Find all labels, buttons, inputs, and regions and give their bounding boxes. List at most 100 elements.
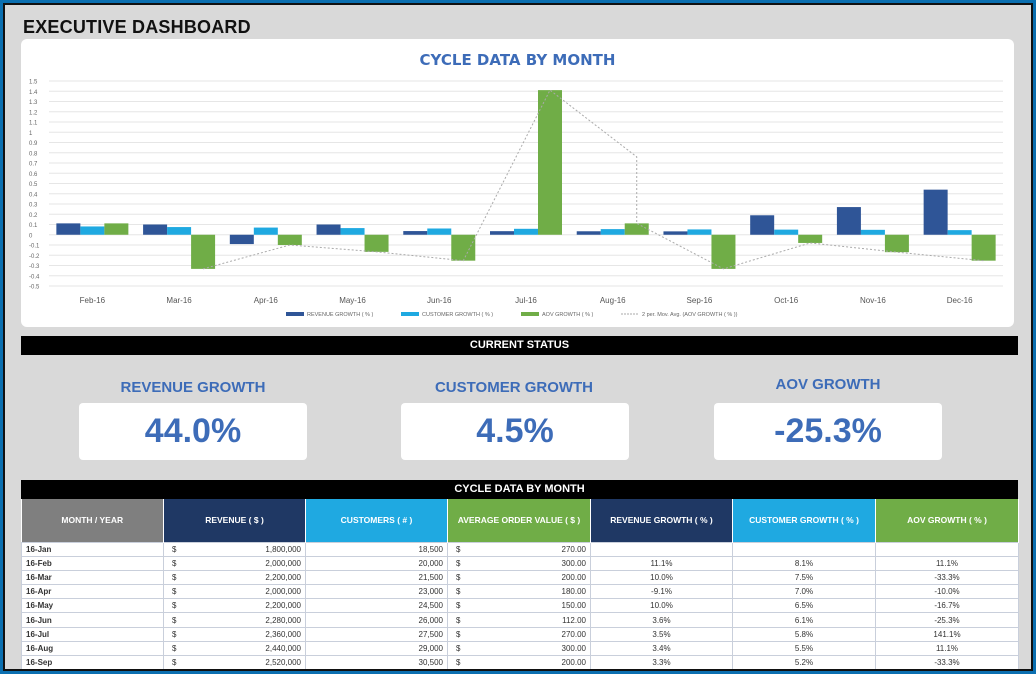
kpi-aov-growth-label: AOV GROWTH	[775, 376, 881, 393]
x-tick-label: Jul-16	[515, 296, 537, 305]
cell-customers: 20,000	[305, 555, 448, 571]
kpi-customer-growth-label: CUSTOMER GROWTH	[434, 379, 594, 396]
cell-customer-growth: 5.8%	[732, 626, 876, 642]
bar-aov-growth	[364, 234, 389, 252]
cell-value: 200.00	[561, 658, 586, 668]
cell-revenue: $1,800,000	[163, 541, 306, 557]
bar-aov-growth	[971, 234, 996, 261]
currency-symbol: $	[172, 615, 177, 625]
currency-symbol: $	[172, 601, 177, 611]
cell-revenue: $2,520,000	[163, 654, 306, 669]
bar-aov-growth	[451, 234, 476, 261]
table-row: 16-Feb $2,000,000 20,000 $300.00 11.1% 8.1% 11…	[21, 555, 1019, 571]
kpi-aov-growth-value: -25.3%	[714, 403, 942, 460]
column-header-average-order-value[interactable]: AVERAGE ORDER VALUE ( $ )	[447, 499, 591, 542]
cell-aov-growth: -25.3%	[875, 612, 1019, 628]
x-tick-label: Oct-16	[774, 296, 799, 305]
cell-revenue-growth	[590, 541, 733, 557]
cell-customer-growth: 6.1%	[732, 612, 876, 628]
cell-value: 2,000,000	[265, 587, 301, 597]
cell-revenue-growth: 3.3%	[590, 654, 733, 669]
kpi-customer-growth-value: 4.5%	[401, 403, 629, 460]
cell-average-order-value: $270.00	[447, 541, 591, 557]
cell-month-year: 16-Jul	[21, 626, 164, 642]
column-header-month-year[interactable]: MONTH / YEAR	[21, 499, 164, 542]
bar-customer-growth	[600, 229, 625, 235]
cell-customers: 29,000	[305, 640, 448, 657]
cell-customers: 27,500	[305, 626, 448, 642]
cell-customer-growth: 7.0%	[732, 584, 876, 600]
column-header-aov-growth[interactable]: AOV GROWTH ( % )	[875, 499, 1019, 542]
cell-value: 2,520,000	[265, 658, 301, 668]
y-tick-label: -0.1	[29, 244, 40, 250]
cell-aov-growth: -10.0%	[875, 584, 1019, 600]
bar-revenue-growth	[403, 231, 428, 235]
cycle-data-table: MONTH / YEAR REVENUE ( $ ) CUSTOMERS ( # )…	[21, 499, 1019, 669]
cell-value: 112.00	[562, 615, 586, 625]
cell-customers: 21,500	[305, 569, 448, 586]
kpi-revenue-growth-value: 44.0%	[79, 403, 307, 460]
cell-revenue-growth: 3.6%	[590, 612, 733, 628]
table-row: 16-Mar $2,200,000 21,500 $200.00 10.0% 7.5% -3…	[21, 569, 1019, 586]
bar-customer-growth	[340, 228, 365, 235]
cell-customers: 18,500	[305, 541, 448, 557]
current-status-band: CURRENT STATUS	[21, 336, 1018, 355]
cell-aov-growth: -33.3%	[875, 654, 1019, 669]
y-tick-label: -0.5	[29, 285, 40, 291]
y-tick-label: 0.4	[29, 192, 38, 198]
cell-month-year: 16-Mar	[21, 569, 164, 586]
bar-revenue-growth	[576, 231, 601, 235]
y-tick-label: 1.5	[29, 80, 38, 86]
cell-revenue: $2,280,000	[163, 612, 306, 628]
bar-aov-growth	[798, 234, 823, 243]
currency-symbol: $	[172, 658, 177, 668]
currency-symbol: $	[456, 601, 461, 611]
cell-average-order-value: $150.00	[447, 598, 591, 614]
column-header-revenue[interactable]: REVENUE ( $ )	[163, 499, 306, 542]
cell-value: 2,440,000	[265, 643, 301, 653]
y-tick-label: 1.4	[29, 90, 38, 96]
cell-value: 300.00	[561, 558, 586, 568]
cell-month-year: 16-May	[21, 598, 164, 614]
cell-revenue-growth: 3.4%	[590, 640, 733, 657]
table-row: 16-Jan $1,800,000 18,500 $270.00	[21, 541, 1019, 557]
column-header-customers[interactable]: CUSTOMERS ( # )	[305, 499, 448, 542]
cell-customer-growth: 7.5%	[732, 569, 876, 586]
chart-title: CYCLE DATA BY MONTH	[419, 51, 616, 69]
kpi-revenue-growth-label: REVENUE GROWTH	[120, 379, 266, 396]
cell-value: 200.00	[561, 572, 586, 582]
dashboard-frame: EXECUTIVE DASHBOARD 1.5 1.4 1.3 1.2 1.1 1 0.9 0…	[3, 3, 1033, 671]
currency-symbol: $	[172, 572, 177, 582]
bar-aov-growth	[277, 234, 302, 245]
currency-symbol: $	[456, 572, 461, 582]
bar-revenue-growth	[923, 189, 948, 235]
bar-aov-growth	[104, 223, 129, 235]
cell-average-order-value: $112.00	[447, 612, 591, 628]
cell-value: 2,280,000	[265, 615, 301, 625]
bar-customer-growth	[427, 228, 452, 235]
bar-revenue-growth	[836, 207, 861, 235]
column-header-revenue-growth[interactable]: REVENUE GROWTH ( % )	[590, 499, 733, 542]
moving-average-line	[202, 89, 984, 270]
table-row: 16-Aug $2,440,000 29,000 $300.00 3.4% 5.5% 11.…	[21, 640, 1019, 657]
y-tick-label: 1.1	[29, 121, 38, 127]
cell-revenue: $2,200,000	[163, 569, 306, 586]
cell-customers: 23,000	[305, 584, 448, 600]
legend-label: REVENUE GROWTH ( % )	[307, 312, 373, 318]
cell-customer-growth: 6.5%	[732, 598, 876, 614]
y-tick-label: 0.2	[29, 213, 38, 219]
cell-month-year: 16-Aug	[21, 640, 164, 657]
cell-customer-growth	[732, 541, 876, 557]
x-tick-label: Aug-16	[600, 296, 626, 305]
bar-customer-growth	[774, 229, 799, 235]
chart-card: 1.5 1.4 1.3 1.2 1.1 1 0.9 0.8 0.7 0.6 0.5 0.4 0.3 0.2…	[21, 39, 1014, 327]
column-header-customer-growth[interactable]: CUSTOMER GROWTH ( % )	[732, 499, 876, 542]
y-tick-label: 0.5	[29, 182, 38, 188]
cell-value: 270.00	[561, 629, 586, 639]
table-band: CYCLE DATA BY MONTH	[21, 480, 1018, 499]
bar-aov-growth	[711, 234, 736, 269]
cell-revenue-growth: 10.0%	[590, 569, 733, 586]
cell-value: 270.00	[561, 544, 586, 554]
cell-month-year: 16-Feb	[21, 555, 164, 571]
cycle-chart: 1.5 1.4 1.3 1.2 1.1 1 0.9 0.8 0.7 0.6 0.5 0.4 0.3 0.2…	[29, 80, 1003, 318]
